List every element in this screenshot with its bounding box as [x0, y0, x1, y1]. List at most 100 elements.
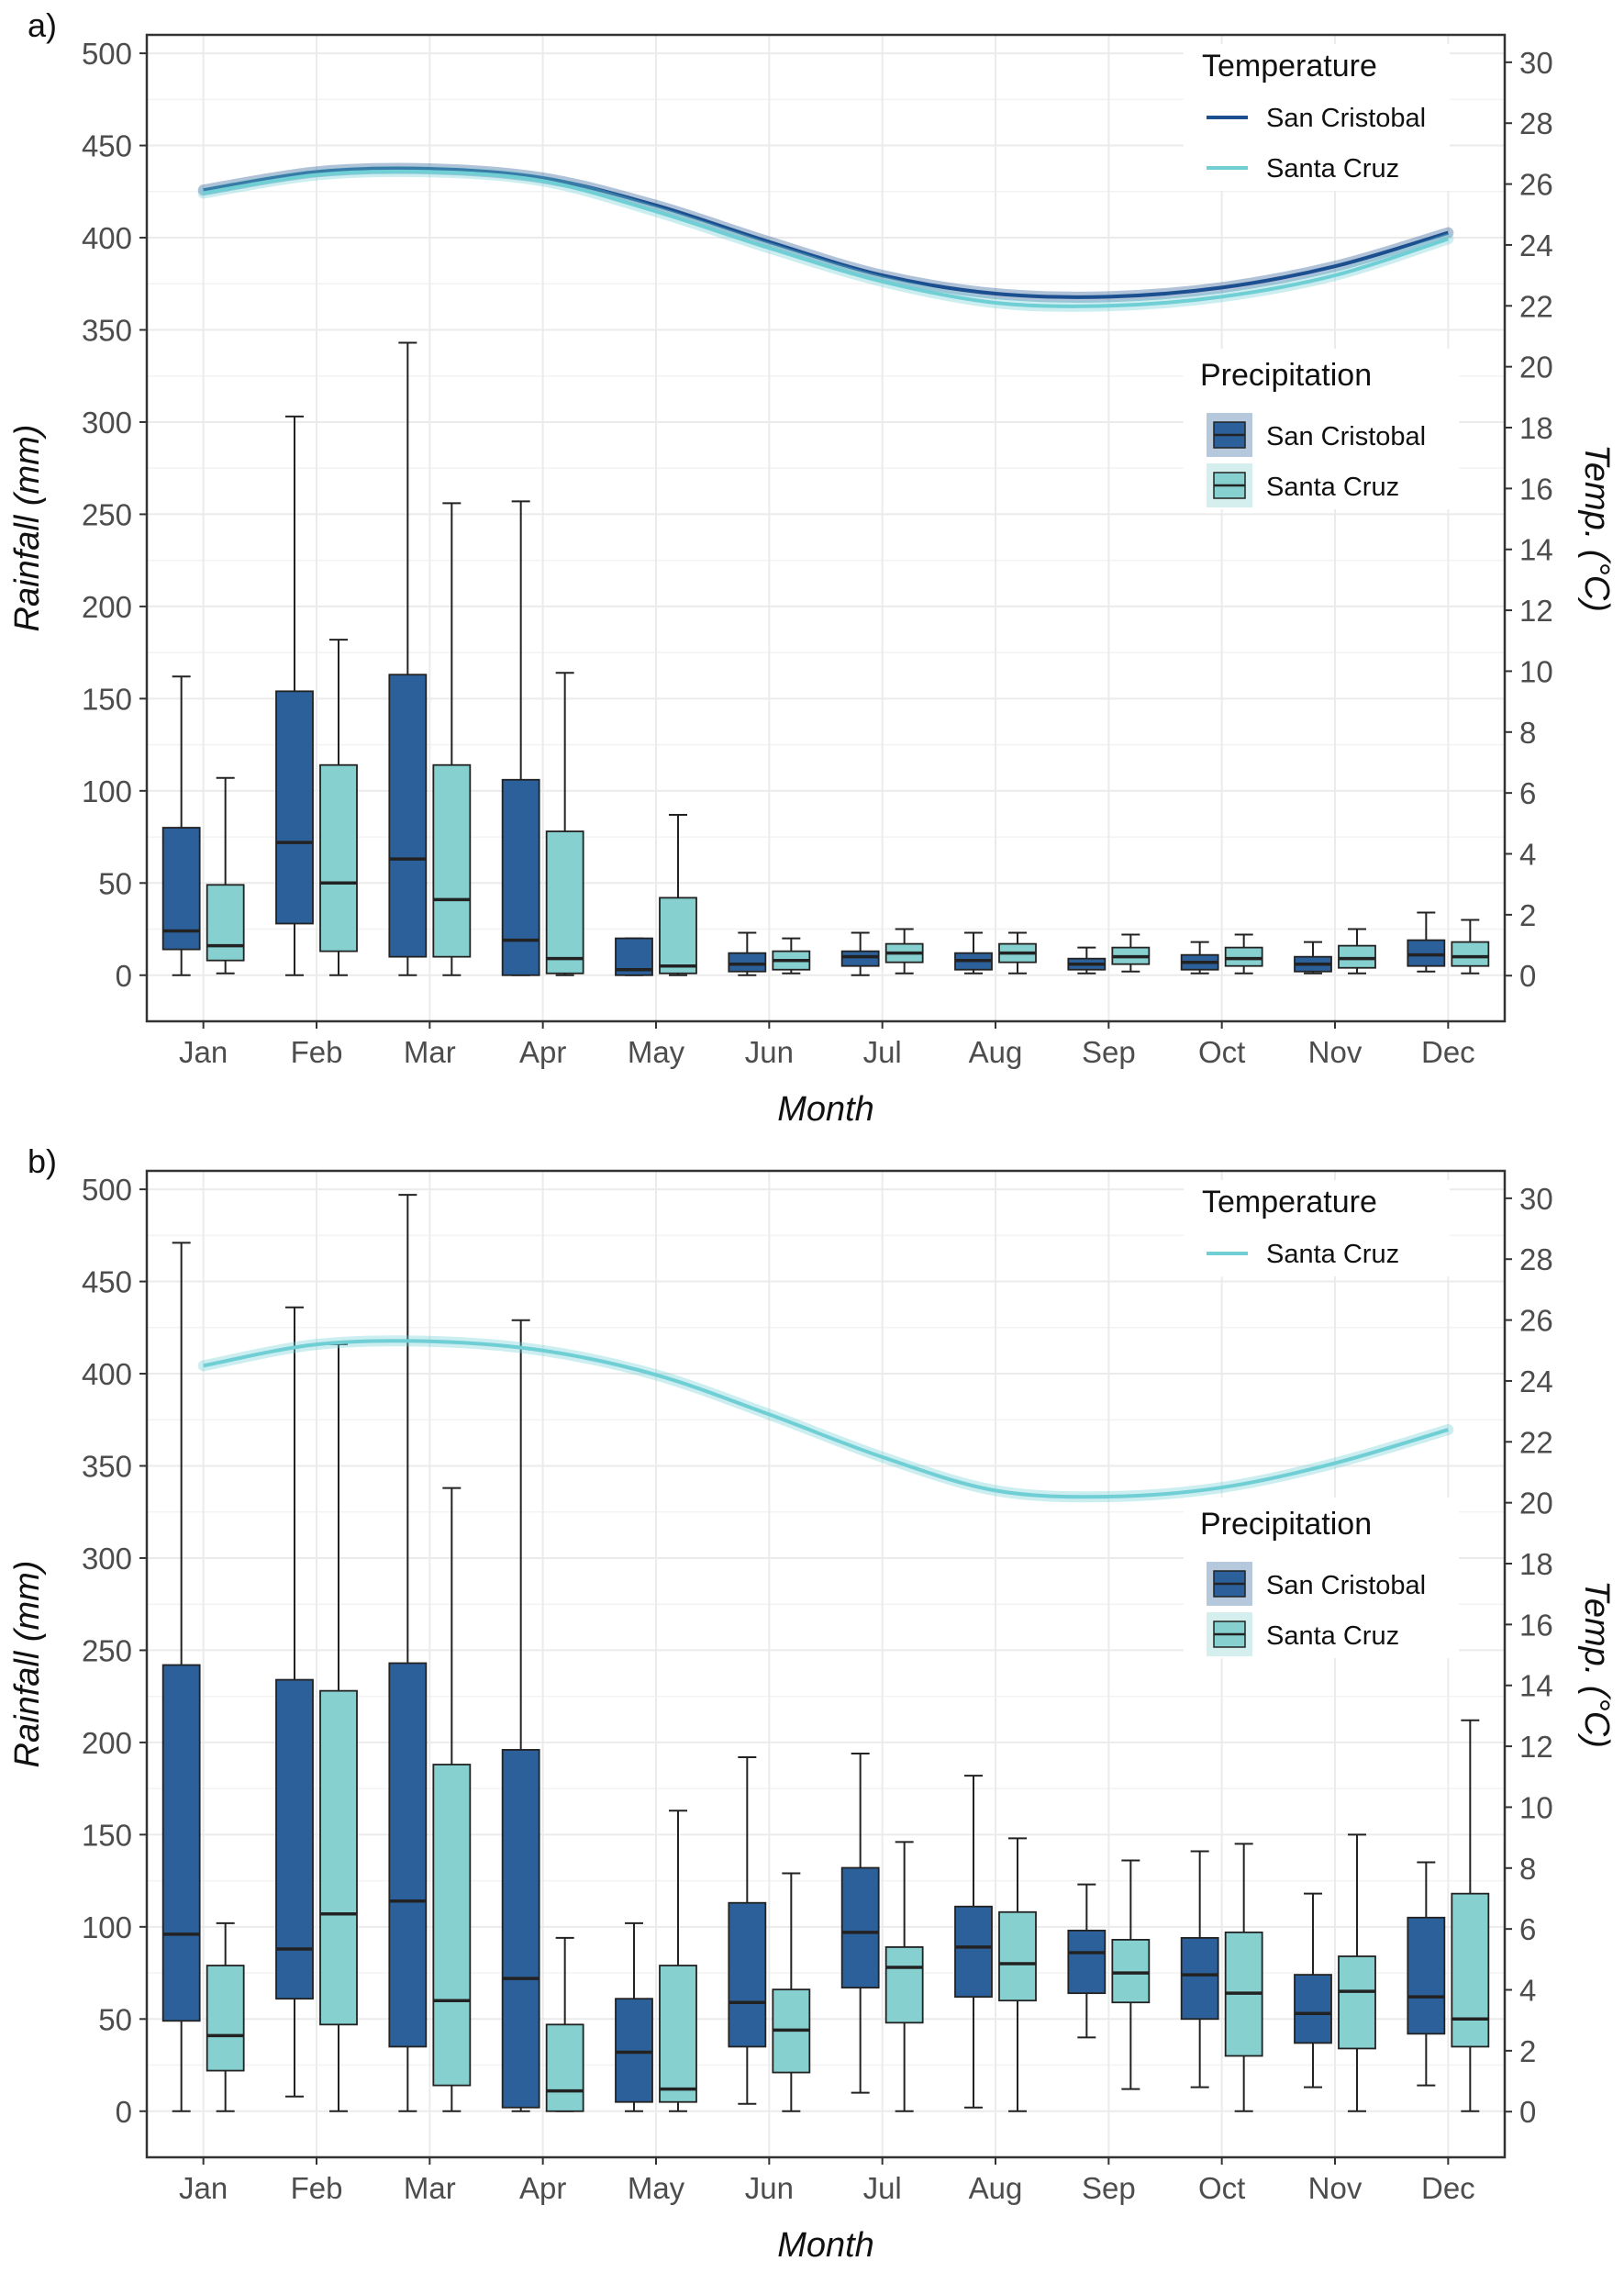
- y-axis-title: Rainfall (mm): [8, 425, 47, 632]
- boxplot: [1224, 933, 1263, 975]
- boxplot: [1338, 1833, 1376, 2112]
- y-tick-label: 300: [82, 406, 132, 440]
- x-tick-label: Jul: [863, 2171, 902, 2205]
- y2-tick-label: 26: [1519, 168, 1553, 202]
- y2-tick-label: 4: [1519, 1974, 1536, 2008]
- x-tick-label: Sep: [1082, 2171, 1136, 2205]
- temp-line: [203, 169, 1449, 308]
- y-tick-label: 350: [82, 313, 132, 347]
- box-iqr: [1180, 1936, 1219, 2021]
- y2-tick-label: 4: [1519, 838, 1536, 872]
- boxplot: [772, 1872, 811, 2112]
- box-iqr: [840, 1866, 880, 1989]
- panel-b: b) 0 50 100 150 200 250 300 350 400 450 500 0 2 4 6 8 10 1…: [0, 1136, 1624, 2272]
- panel-label: b): [28, 1142, 57, 1180]
- temp-series-santa-cruz: [197, 1335, 1454, 1503]
- boxplot: [1111, 933, 1151, 973]
- y-tick-label: 200: [82, 590, 132, 624]
- x-tick-label: Oct: [1198, 2171, 1245, 2205]
- box-iqr: [728, 952, 767, 973]
- boxplot: [1224, 1843, 1263, 2112]
- boxplot: [1294, 1892, 1332, 2088]
- box-iqr: [1338, 1955, 1376, 2050]
- y-tick-label: 300: [82, 1542, 132, 1576]
- y2-tick-label: 8: [1519, 1852, 1536, 1886]
- y-tick-label: 450: [82, 129, 132, 163]
- boxplot: [388, 341, 428, 976]
- legend-title: Temperature: [1202, 1185, 1377, 1220]
- box-iqr: [954, 1905, 993, 1999]
- boxplot: [206, 1921, 245, 2112]
- boxplot: [1180, 1850, 1219, 2088]
- box-series-san-cristobal: [161, 1194, 1446, 2112]
- x-axis-title: Month: [777, 2226, 874, 2265]
- y2-tick-label: 12: [1519, 1730, 1553, 1764]
- y2-axis-title: Temp. (°C): [1577, 444, 1616, 612]
- box-iqr: [840, 950, 880, 967]
- box-iqr: [161, 1664, 201, 2022]
- box-iqr: [388, 674, 428, 958]
- box-iqr: [206, 884, 245, 962]
- box-iqr: [659, 897, 697, 975]
- box-iqr: [884, 1946, 924, 2024]
- y2-tick-label: 6: [1519, 1912, 1536, 1946]
- box-iqr: [319, 1689, 358, 2026]
- box-iqr: [1451, 941, 1490, 967]
- legend-label: Santa Cruz: [1266, 473, 1399, 502]
- x-tick-label: Jun: [745, 2171, 794, 2205]
- y2-tick-label: 16: [1519, 1608, 1553, 1642]
- box-iqr: [432, 1764, 472, 2087]
- y2-tick-label: 20: [1519, 351, 1553, 384]
- precipitation-legend: Precipitation San Cristobal Santa Cruz: [1184, 1498, 1459, 1658]
- temp-line: [203, 166, 1449, 299]
- box-iqr: [501, 778, 540, 976]
- x-tick-label: May: [628, 1035, 685, 1069]
- chart-a: a)05010015020025030035040045050002468101…: [8, 6, 1616, 1129]
- box-iqr: [1451, 1892, 1490, 2048]
- boxplot: [432, 502, 472, 976]
- y-tick-label: 450: [82, 1265, 132, 1299]
- y2-tick-label: 14: [1519, 533, 1553, 567]
- box-iqr: [1338, 944, 1376, 969]
- boxplot: [1067, 946, 1107, 975]
- y2-tick-label: 28: [1519, 106, 1553, 140]
- precipitation-legend: Precipitation San Cristobal Santa Cruz: [1184, 349, 1459, 509]
- box-iqr: [501, 1749, 540, 2109]
- y-tick-label: 500: [82, 37, 132, 71]
- boxplot: [501, 500, 540, 976]
- y2-tick-label: 18: [1519, 411, 1553, 445]
- y-tick-label: 250: [82, 497, 132, 531]
- x-axis-title: Month: [777, 1090, 874, 1129]
- boxplot: [275, 415, 314, 976]
- box-iqr: [275, 1678, 314, 2000]
- x-tick-label: Mar: [404, 2171, 456, 2205]
- plot-border: [145, 1169, 1507, 2159]
- y2-tick-label: 26: [1519, 1304, 1553, 1338]
- x-tick-label: Feb: [291, 1035, 343, 1069]
- x-tick-label: Nov: [1308, 1035, 1363, 1069]
- y2-tick-label: 8: [1519, 716, 1536, 750]
- boxplot: [432, 1487, 472, 2112]
- x-tick-label: Jul: [863, 1035, 902, 1069]
- y2-tick-label: 20: [1519, 1487, 1553, 1520]
- boxplot: [884, 1841, 924, 2112]
- y-tick-label: 100: [82, 1910, 132, 1944]
- y2-tick-label: 24: [1519, 1364, 1553, 1398]
- boxplot: [161, 675, 201, 976]
- box-iqr: [319, 763, 358, 952]
- boxplot: [319, 1342, 358, 2112]
- boxplot: [388, 1194, 428, 2112]
- x-tick-label: May: [628, 2171, 685, 2205]
- y2-tick-label: 2: [1519, 898, 1536, 932]
- boxplot: [884, 928, 924, 975]
- legend-label: Santa Cruz: [1266, 1621, 1399, 1651]
- box-iqr: [615, 1998, 653, 2103]
- box-iqr: [1294, 1974, 1332, 2044]
- x-tick-label: Apr: [519, 1035, 566, 1069]
- boxplot: [728, 931, 767, 976]
- boxplot: [954, 931, 993, 975]
- chart-b: b)05010015020025030035040045050002468101…: [8, 1142, 1616, 2265]
- legend-label: San Cristobal: [1266, 422, 1426, 451]
- y-tick-label: 50: [98, 866, 132, 900]
- box-iqr: [1407, 1916, 1446, 2035]
